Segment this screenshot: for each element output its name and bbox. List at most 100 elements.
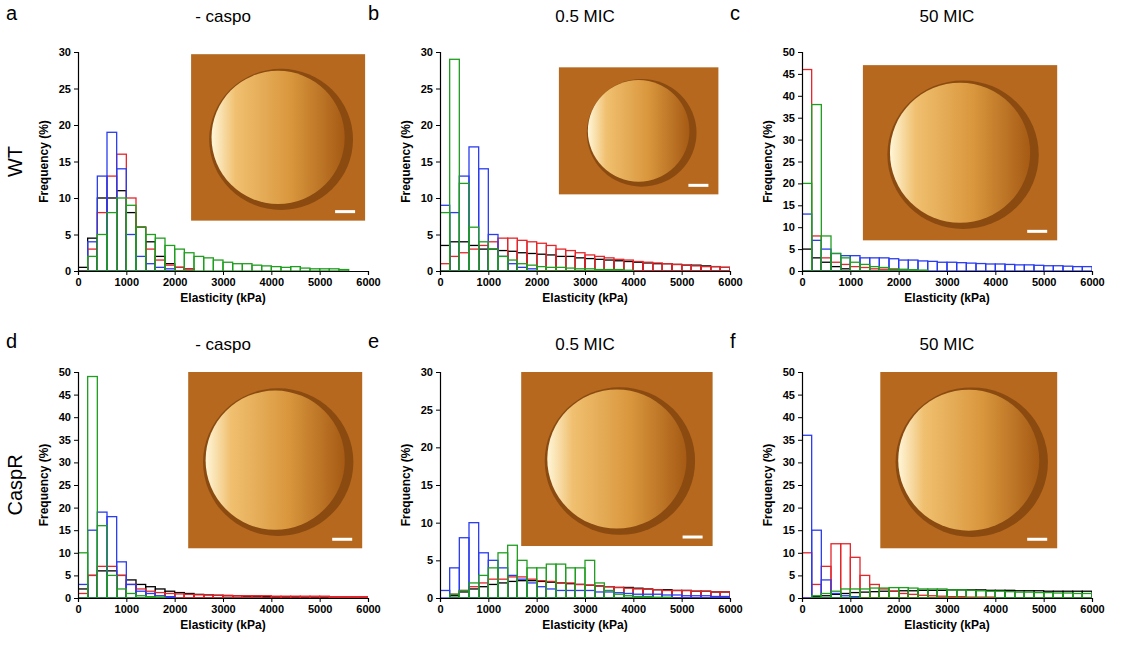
histogram-bar [662,597,672,598]
tick-mark [175,271,176,275]
histogram-bar [870,588,880,598]
histogram-bar [595,256,605,271]
tick-label: 20 [421,441,433,453]
inset-cell [588,80,690,182]
tick-mark [633,271,634,275]
tick-label: 2000 [887,276,911,288]
tick-label: 50 [783,366,795,378]
histogram-bar [841,589,851,598]
tick-mark [585,271,586,275]
histogram-bar [252,596,262,598]
tick-label: 5000 [670,276,694,288]
histogram-bar [204,595,214,598]
histogram-bar [556,249,566,271]
tick-mark [798,395,802,396]
series [802,544,995,598]
tick: 15 [783,199,802,211]
histogram-bar [136,584,146,598]
tick-label: 30 [421,46,433,58]
histogram-bar [662,590,672,598]
tick-label: 1000 [839,603,863,615]
tick: 25 [59,83,78,95]
histogram-bar [440,264,450,271]
tick: 40 [783,90,802,102]
histogram-bar [812,584,822,598]
histogram-bar [995,590,1005,598]
tick-label: 30 [783,134,795,146]
axis-title: Frequency (%) [761,120,775,203]
tick-label: 2000 [525,603,549,615]
histogram-bar [585,590,595,598]
histogram-bar [624,260,634,271]
histogram-bar [720,267,730,271]
tick: 5 [789,243,802,255]
histogram-bar [546,564,556,598]
histogram-bar [469,589,479,598]
axis-line [798,53,803,272]
histogram-bar [546,255,556,271]
histogram-bar [107,198,117,271]
histogram-bar [831,253,841,271]
histogram-bar [117,198,127,271]
histogram-bar [310,596,320,598]
tick-mark [798,52,802,53]
histogram-bar [488,249,498,271]
afm-inset [521,372,712,546]
tick-label: 0 [799,603,805,615]
afm-inset [863,65,1057,240]
tick-mark [436,235,440,236]
tick: 25 [59,479,78,491]
histogram-bar [440,245,450,271]
histogram-bar [155,256,165,271]
histogram-bar [508,238,518,271]
tick-mark [74,485,78,486]
tick-mark [682,271,683,275]
histogram-bar [117,562,127,598]
histogram-bar [879,267,889,271]
histogram-bar [653,597,663,598]
histogram-bar [469,147,479,271]
tick-mark [798,530,802,531]
tick-label: 0 [789,265,795,277]
tick: 2000 [525,598,549,615]
histogram-bar [242,264,252,271]
histogram-bar [107,566,117,598]
histogram-bar [947,590,957,598]
tick: 5 [427,229,440,241]
histogram-bar [517,560,527,598]
histogram-bar [450,568,460,598]
histogram-bar [517,581,527,598]
histogram-bar [537,254,547,271]
histogram-bar [662,264,672,271]
histogram-bar [831,544,841,598]
tick: 25 [421,404,440,416]
histogram-bar [252,596,262,598]
histogram-bar [517,264,527,271]
panel: 0100020003000400050006000051015202530354… [4,330,381,632]
histogram-bar [459,176,469,271]
tick-label: 15 [783,524,795,536]
series [88,132,175,271]
tick-label: 6000 [356,603,380,615]
histogram-bar [720,592,730,598]
histogram-bar [624,587,634,598]
histogram-bar [831,267,841,271]
histogram-bar [126,205,136,271]
tick-label: 0 [65,592,71,604]
histogram-bar [682,596,692,598]
histogram-bar [643,589,653,598]
histogram-bar [440,590,450,598]
histogram-bar [1034,265,1044,271]
histogram-bar [262,266,272,271]
tick-mark [682,598,683,602]
histogram-bar [566,583,576,598]
histogram-bar [653,590,663,598]
histogram-bar [527,568,537,598]
inset-background [521,372,712,546]
histogram-bar [1082,267,1092,271]
histogram-bar [450,594,460,598]
tick-mark [74,89,78,90]
histogram-bar [870,584,880,598]
tick-label: 25 [59,479,71,491]
histogram-bar [566,568,576,598]
